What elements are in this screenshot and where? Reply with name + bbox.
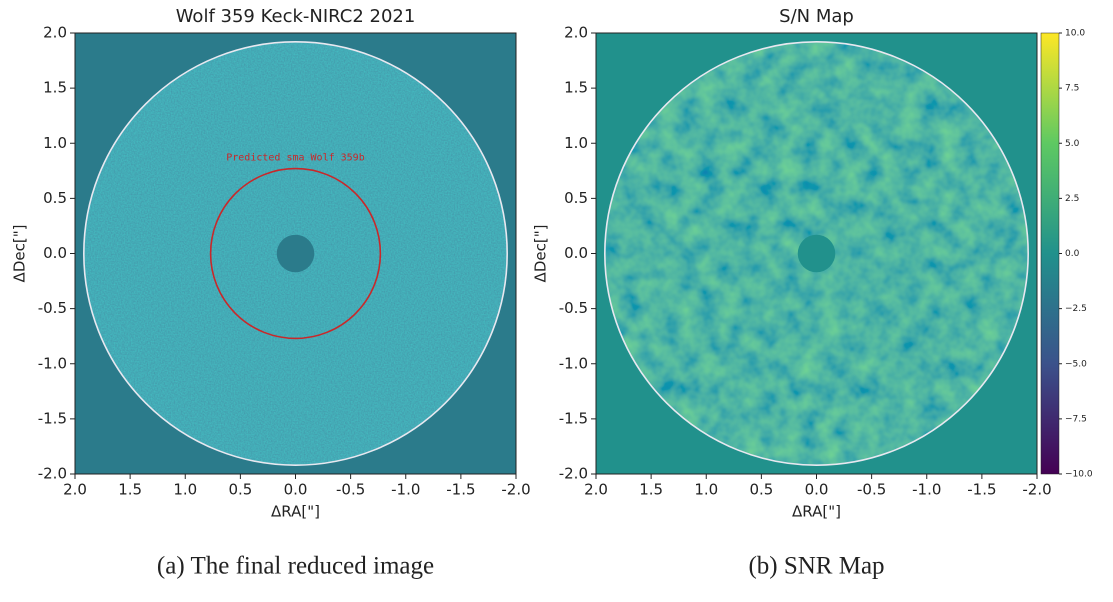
y-tick-label: -1.5 — [559, 409, 588, 427]
x-tick-label: 0.0 — [805, 481, 829, 499]
y-tick-label: -1.5 — [38, 409, 67, 427]
x-tick-label: 1.0 — [694, 481, 718, 499]
circle-mark — [604, 41, 1029, 466]
y-axis-label: ΔDec["] — [11, 225, 29, 283]
x-axis-label: ΔRA["] — [792, 503, 841, 521]
x-tick-label: -1.5 — [446, 481, 475, 499]
colorbar-tick-label: −7.5 — [1065, 414, 1087, 424]
colorbar-tick-label: −2.5 — [1065, 304, 1087, 314]
x-tick-label: 0.5 — [749, 481, 773, 499]
circle-mark — [83, 41, 508, 466]
caption: (b) SNR Map — [748, 553, 884, 580]
x-tick-label: -2.0 — [501, 481, 530, 499]
y-tick-label: 1.5 — [564, 79, 588, 97]
y-tick-label: -1.0 — [38, 354, 67, 372]
colorbar-tick-label: 5.0 — [1065, 139, 1080, 149]
y-tick-label: 1.0 — [43, 134, 67, 152]
colorbar-tick-label: 2.5 — [1065, 194, 1079, 204]
y-tick-label: 0.5 — [43, 189, 67, 207]
x-tick-label: -1.0 — [912, 481, 941, 499]
y-tick-label: 2.0 — [564, 24, 588, 42]
y-tick-label: -0.5 — [38, 299, 67, 317]
colorbar-tick-label: 0.0 — [1065, 249, 1080, 259]
x-tick-label: 0.5 — [228, 481, 252, 499]
x-tick-label: -0.5 — [857, 481, 886, 499]
x-tick-label: 2.0 — [63, 481, 87, 499]
circle-mark — [209, 167, 382, 340]
y-tick-label: -2.0 — [559, 465, 588, 483]
inner-mask — [797, 234, 836, 273]
colorbar-tick-label: 7.5 — [1065, 84, 1079, 94]
annotation: Predicted sma Wolf 359b — [226, 153, 364, 164]
x-tick-label: -2.0 — [1022, 481, 1051, 499]
chart-title: S/N Map — [779, 6, 854, 27]
x-axis-label: ΔRA["] — [271, 503, 320, 521]
colorbar-tick-label: −10.0 — [1065, 470, 1093, 480]
inner-mask — [276, 234, 315, 273]
x-tick-label: 2.0 — [584, 481, 608, 499]
y-tick-label: 0.0 — [43, 244, 67, 262]
x-tick-label: -1.0 — [391, 481, 420, 499]
x-tick-label: -0.5 — [336, 481, 365, 499]
y-tick-label: 0.5 — [564, 189, 588, 207]
colorbar-tick-label: 10.0 — [1065, 29, 1085, 39]
y-tick-label: 1.5 — [43, 79, 67, 97]
colorbar — [1040, 32, 1060, 475]
x-tick-label: 1.0 — [173, 481, 197, 499]
y-tick-label: 1.0 — [564, 134, 588, 152]
y-tick-label: -2.0 — [38, 465, 67, 483]
y-axis-label: ΔDec["] — [532, 225, 550, 283]
y-tick-label: 2.0 — [43, 24, 67, 42]
y-tick-label: 0.0 — [564, 244, 588, 262]
x-tick-label: -1.5 — [967, 481, 996, 499]
y-tick-label: -1.0 — [559, 354, 588, 372]
x-tick-label: 1.5 — [118, 481, 142, 499]
colorbar-tick-label: −5.0 — [1065, 359, 1087, 369]
chart-title: Wolf 359 Keck-NIRC2 2021 — [176, 6, 416, 27]
x-tick-label: 0.0 — [284, 481, 308, 499]
x-tick-label: 1.5 — [639, 481, 663, 499]
y-tick-label: -0.5 — [559, 299, 588, 317]
caption: (a) The final reduced image — [157, 553, 434, 580]
